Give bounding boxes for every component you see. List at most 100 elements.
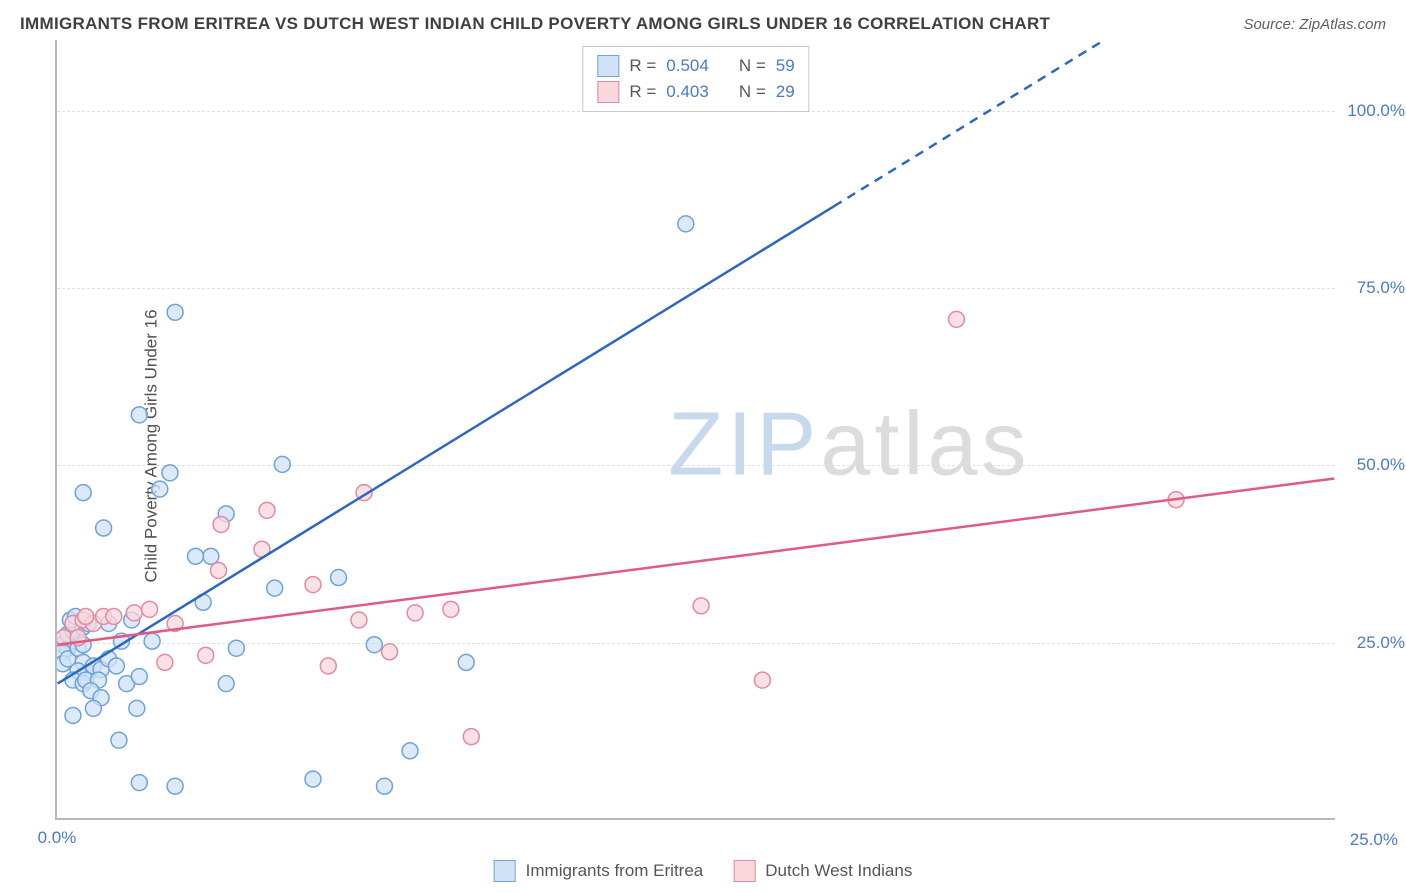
scatter-point — [131, 669, 147, 685]
scatter-point — [218, 506, 234, 522]
scatter-point — [142, 601, 158, 617]
r-value: 0.504 — [666, 56, 709, 76]
trend-line-extrapolated — [834, 40, 1334, 206]
scatter-point — [75, 619, 91, 635]
scatter-point — [211, 562, 227, 578]
scatter-point — [80, 665, 96, 681]
n-label: N = — [739, 56, 766, 76]
legend-item-eritrea: Immigrants from Eritrea — [494, 860, 704, 882]
n-label: N = — [739, 82, 766, 102]
scatter-point — [101, 616, 117, 632]
legend-swatch-eritrea — [494, 860, 516, 882]
scatter-point — [119, 676, 135, 692]
scatter-point — [65, 633, 81, 649]
watermark-zip: ZIP — [668, 394, 820, 494]
gridline — [57, 288, 1335, 289]
scatter-point — [162, 465, 178, 481]
scatter-point — [203, 548, 219, 564]
scatter-point — [131, 775, 147, 791]
scatter-point — [195, 594, 211, 610]
x-tick-right: 25.0% — [1350, 830, 1398, 850]
scatter-point — [198, 647, 214, 663]
legend-label-dutch: Dutch West Indians — [765, 861, 912, 881]
scatter-point — [65, 707, 81, 723]
scatter-point — [75, 612, 91, 628]
scatter-point — [458, 654, 474, 670]
scatter-point — [65, 623, 81, 639]
scatter-point — [62, 612, 78, 628]
scatter-point — [213, 517, 229, 533]
scatter-point — [57, 637, 71, 653]
scatter-point — [152, 481, 168, 497]
scatter-point — [320, 658, 336, 674]
y-tick-label: 100.0% — [1345, 101, 1405, 121]
scatter-point — [75, 676, 91, 692]
chart-header: IMMIGRANTS FROM ERITREA VS DUTCH WEST IN… — [0, 0, 1406, 40]
scatter-point — [157, 654, 173, 670]
scatter-point — [68, 608, 84, 624]
scatter-point — [377, 778, 393, 794]
scatter-point — [402, 743, 418, 759]
scatter-point — [80, 616, 96, 632]
scatter-point — [75, 637, 91, 653]
scatter-point — [93, 661, 109, 677]
legend-item-dutch: Dutch West Indians — [733, 860, 912, 882]
legend-swatch-pink — [597, 81, 619, 103]
scatter-point — [78, 608, 94, 624]
scatter-point — [65, 616, 81, 632]
legend-label-eritrea: Immigrants from Eritrea — [526, 861, 704, 881]
scatter-point — [407, 605, 423, 621]
y-tick-label: 50.0% — [1345, 455, 1405, 475]
scatter-point — [167, 304, 183, 320]
scatter-point — [678, 216, 694, 232]
chart-source: Source: ZipAtlas.com — [1243, 16, 1386, 33]
scatter-point — [75, 485, 91, 501]
scatter-point — [113, 633, 129, 649]
watermark-atlas: atlas — [820, 394, 1030, 494]
scatter-point — [274, 456, 290, 472]
scatter-point — [85, 700, 101, 716]
scatter-point — [443, 601, 459, 617]
scatter-point — [65, 672, 81, 688]
scatter-point — [57, 644, 71, 660]
scatter-point — [144, 633, 160, 649]
scatter-point — [305, 577, 321, 593]
scatter-point — [754, 672, 770, 688]
trend-line — [58, 206, 834, 683]
scatter-point — [463, 729, 479, 745]
scatter-point — [111, 732, 127, 748]
scatter-point — [259, 502, 275, 518]
scatter-point — [305, 771, 321, 787]
watermark: ZIPatlas — [668, 393, 1030, 496]
scatter-point — [1168, 492, 1184, 508]
n-value: 59 — [776, 56, 795, 76]
scatter-point — [70, 663, 86, 679]
scatter-point — [101, 651, 117, 667]
scatter-point — [124, 612, 140, 628]
scatter-point — [57, 656, 71, 672]
y-tick-label: 25.0% — [1345, 633, 1405, 653]
scatter-point — [188, 548, 204, 564]
x-tick-0: 0.0% — [38, 828, 77, 848]
y-tick-label: 75.0% — [1345, 278, 1405, 298]
scatter-point — [60, 626, 76, 642]
scatter-point — [126, 605, 142, 621]
gridline — [57, 643, 1335, 644]
scatter-point — [85, 658, 101, 674]
legend-swatch-blue — [597, 55, 619, 77]
scatter-point — [60, 651, 76, 667]
r-label: R = — [629, 56, 656, 76]
scatter-point — [948, 311, 964, 327]
scatter-point — [331, 570, 347, 586]
scatter-point — [382, 644, 398, 660]
scatter-svg — [57, 40, 1335, 818]
scatter-point — [85, 616, 101, 632]
plot-area: ZIPatlas 25.0%50.0%75.0%100.0% R = 0.504… — [55, 40, 1335, 820]
trend-line — [58, 479, 1335, 645]
r-label: R = — [629, 82, 656, 102]
scatter-point — [693, 598, 709, 614]
scatter-point — [91, 672, 107, 688]
scatter-point — [83, 683, 99, 699]
scatter-point — [254, 541, 270, 557]
scatter-point — [106, 608, 122, 624]
